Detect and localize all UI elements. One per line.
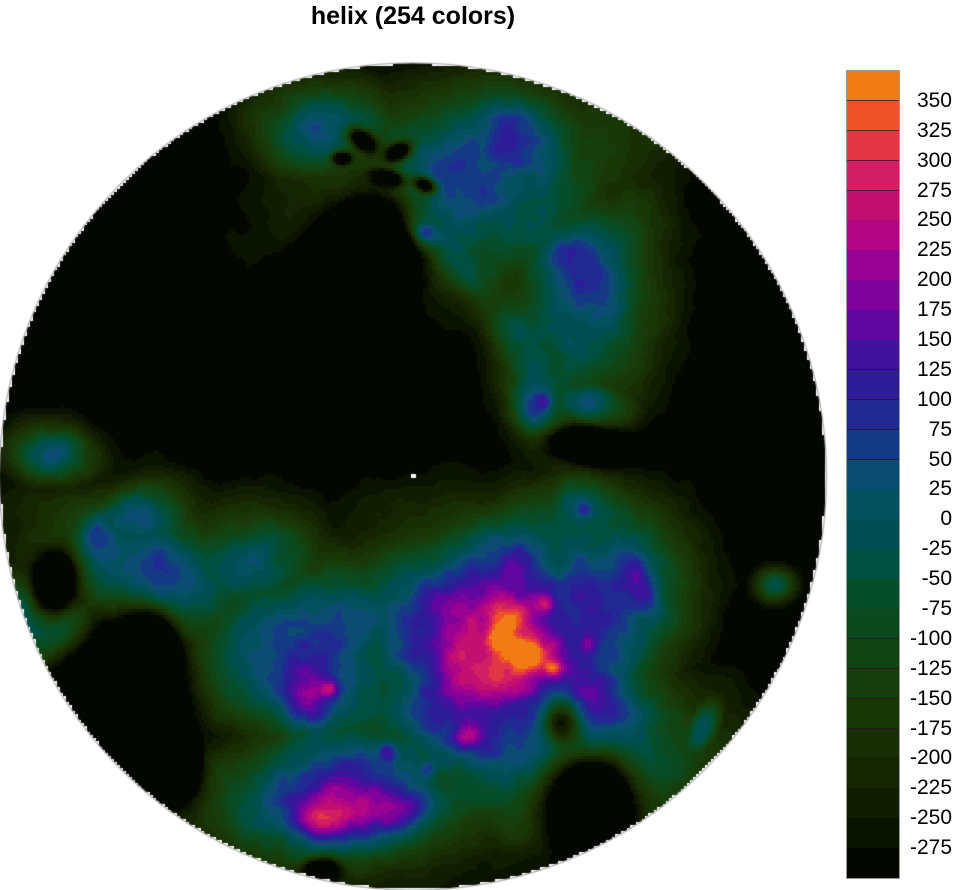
colorbar-segment <box>847 519 899 550</box>
colorbar-tick-label: 75 <box>928 417 952 441</box>
colorbar-tick-label: 125 <box>916 357 952 381</box>
colorbar-segment <box>847 399 899 431</box>
colorbar-tick-label: -150 <box>909 686 952 710</box>
colorbar-tick-label: 25 <box>928 477 952 501</box>
colorbar-tick-label: 0 <box>940 507 952 531</box>
colorbar-segment <box>847 310 899 341</box>
colorbar <box>846 70 900 879</box>
colorbar-segment <box>847 698 899 730</box>
colorbar-tick-label: 200 <box>916 268 952 292</box>
colorbar-tick-label: -75 <box>921 597 952 621</box>
colorbar-tick-label: -25 <box>921 537 952 561</box>
colorbar-segment <box>847 250 899 281</box>
colorbar-tick-label: -50 <box>921 567 952 591</box>
colorbar-tick-label: 225 <box>916 238 952 262</box>
colorbar-tick-label: -100 <box>909 626 952 650</box>
colorbar-segment <box>847 489 899 520</box>
colorbar-tick-label: 300 <box>916 148 952 172</box>
colorbar-segment <box>847 280 899 311</box>
colorbar-segment <box>847 788 899 819</box>
colorbar-segment <box>847 579 899 610</box>
colorbar-segment <box>847 728 899 759</box>
colorbar-segment <box>847 429 899 461</box>
colorbar-tick-label: 350 <box>916 88 952 112</box>
colorbar-tick-label: 250 <box>916 208 952 232</box>
colorbar-segment <box>847 668 899 700</box>
colorbar-segment <box>847 160 899 192</box>
colorbar-segment <box>847 848 899 879</box>
colorbar-tick-label: 50 <box>928 447 952 471</box>
colorbar-segment <box>847 71 899 102</box>
colorbar-tick-label: -275 <box>909 836 952 860</box>
colorbar-tick-label: 175 <box>916 298 952 322</box>
colorbar-tick-label: 100 <box>916 387 952 411</box>
colorbar-segment <box>847 100 899 132</box>
colorbar-tick-label: 150 <box>916 328 952 352</box>
colorbar-tick-label: -200 <box>909 746 952 770</box>
colorbar-tick-label: 275 <box>916 178 952 202</box>
colorbar-tick-label: -175 <box>909 716 952 740</box>
colorbar-segment <box>847 459 899 490</box>
colorbar-segment <box>847 190 899 221</box>
colorbar-segment <box>847 130 899 162</box>
colorbar-segment <box>847 638 899 670</box>
colorbar-segment <box>847 369 899 401</box>
colorbar-segment <box>847 549 899 580</box>
colorbar-tick-label: -125 <box>909 656 952 680</box>
colorbar-tick-labels: 350 325 300 275 250 225 200 175 150 125 100 75 50 25 0… <box>898 0 952 890</box>
colorbar-tick-label: -225 <box>909 776 952 800</box>
colorbar-tick-label: -250 <box>909 806 952 830</box>
colorbar-segment <box>847 220 899 251</box>
colorbar-segment <box>847 609 899 640</box>
colorbar-segment <box>847 758 899 789</box>
colorbar-segment <box>847 340 899 371</box>
colorbar-segment <box>847 818 899 849</box>
colorbar-tick-label: 325 <box>916 118 952 142</box>
